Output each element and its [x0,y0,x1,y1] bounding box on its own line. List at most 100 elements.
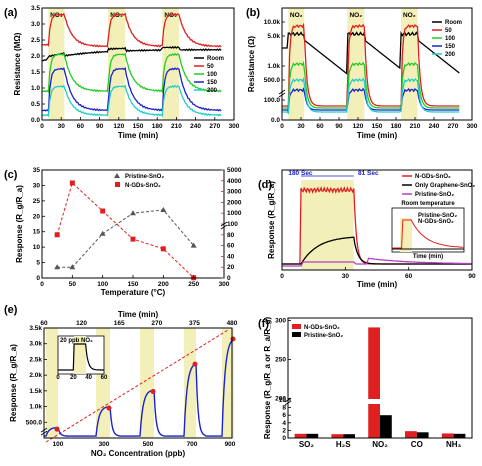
gas-label: NO₂ [110,12,123,19]
x-tick-a-label: 270 [209,123,220,130]
inset-xlabel: Time (min) [413,254,443,260]
bar-N-GDs-SnO₂ [441,433,454,438]
y-tick-f-high-label: 250 [275,356,286,363]
series-line-50 [41,12,222,48]
y-tick-b-lower-label: 100.0 [264,97,281,104]
x-tick-c-label: 0 [40,281,44,288]
series-line-b-c100 [282,60,460,111]
x-tick-b-label: 210 [410,123,421,130]
data-point-e [230,336,236,342]
panel-letter-a: (a) [4,7,18,19]
x-tick-b-label: 30 [297,123,305,130]
data-point-ngds [69,180,75,186]
x-tick-b-label: 0 [280,123,284,130]
y-tick-f-high-label: 200 [275,395,286,402]
series-line-b-c200 [282,76,460,115]
gas-band [107,8,126,120]
gas-band [222,328,234,438]
y-tick-c-right-label: 20 [227,264,235,271]
inset-tick: 0 [56,375,60,381]
y-tick-c-right-label: 2000 [227,199,242,206]
inset-tick: 20 [70,375,77,381]
legend-label: N-GDs-SnO₂ [125,183,161,189]
x-tick-c-label: 50 [69,281,77,288]
inset-label: 20 ppb NO₂ [60,338,93,344]
series-line-150 [41,66,222,113]
x-axis-label-e: NO₂ Concentration (ppb) [91,449,186,458]
y-tick-b-upper-label: 5.0k [267,33,280,40]
panel-letter-e: (e) [4,304,18,316]
series-line-e [44,340,233,437]
x-axis-label-b: Time (min) [357,131,398,140]
bar-Pristine-SnO₂ [416,432,429,438]
panel-letter-f: (f) [258,318,269,330]
y-tick-a-label: 2.0 [31,53,40,60]
legend-label: 100 [207,72,218,78]
x-tick-c-label: 300 [219,281,230,288]
gas-band [162,8,179,120]
y-tick-c-right-label: 80 [227,232,235,239]
plot-frame-e [43,327,233,439]
y-tick-a-label: 0.5 [31,101,40,108]
top-tick-e-label: 375 [189,320,200,327]
y-tick-c-right-label: 4000 [227,178,242,185]
x-tick-a-label: 90 [96,123,104,130]
legend-swatch [292,324,301,329]
y-tick-f-low-label: 6 [282,412,286,419]
series-line-pristine [57,209,195,268]
data-point-pristine [190,242,197,248]
y-tick-e-label: 500.0 [26,419,43,426]
legend-swatch [114,173,120,178]
y-tick-c-left-label: 25 [33,198,41,205]
y-tick-b-upper-label: 10.0k [264,19,281,26]
y-axis-label-a: Resistance (MΩ) [13,32,22,95]
plot-frame-f [287,317,473,439]
legend-label: 150 [207,80,218,86]
y-tick-a-label: 3.0 [31,21,40,28]
x-tick-e-label: 100 [53,441,64,448]
series-line-ngds [56,182,195,279]
axis-break-strip [288,399,472,404]
series-line-100 [41,52,222,94]
x-tick-e-label: 500 [143,441,154,448]
legend-swatch [292,332,301,337]
x-tick-b-label: 300 [467,123,478,130]
panel-letter-b: (b) [246,7,260,19]
y-tick-c-right-label: 60 [227,243,235,250]
data-point-pristine [160,206,167,212]
gas-label: NO₂ [403,12,416,19]
legend-label: N-GDs-SnO₂ [415,174,451,180]
top-tick-e-label: 165 [114,320,125,327]
y-tick-c-right-label: 5000 [227,167,242,174]
y-tick-c-right-label: 40 [227,253,235,260]
x-tick-c-label: 100 [97,281,108,288]
series-line-200 [41,84,222,118]
legend-label: 50 [445,28,452,34]
y-tick-f-low-label: 0 [282,435,286,442]
x-axis-label-d: Time (min) [357,280,398,289]
y-tick-c-left-label: 5 [36,260,40,267]
gas-band [140,328,154,438]
series-line-b-room [282,30,460,75]
bar-Pristine-SnO₂ [306,433,319,438]
x-tick-b-label: 60 [316,123,324,130]
data-point-pristine [130,210,136,216]
x-tick-c-label: 150 [128,281,139,288]
inset-line-ngds [392,219,465,249]
annotation-text: 81 Sec [358,170,379,177]
axis-break-e [40,427,48,433]
series-line-Room [41,45,222,62]
inset-tick: 60 [101,375,108,381]
y-tick-a-label: 2.5 [31,37,40,44]
axis-break-b [278,89,286,95]
series-line-b-c50 [282,22,460,109]
bar-Pristine-SnO₂ [453,433,466,438]
axis-break-b [278,92,286,98]
x-tick-a-label: 120 [113,123,124,130]
x-tick-f-label: NO₂ [372,440,388,449]
data-point-pristine [69,264,76,270]
linear-fit-line [45,329,229,443]
bar-N-GDs-SnO₂ [405,431,417,438]
top-tick-e-label: 120 [76,320,87,327]
